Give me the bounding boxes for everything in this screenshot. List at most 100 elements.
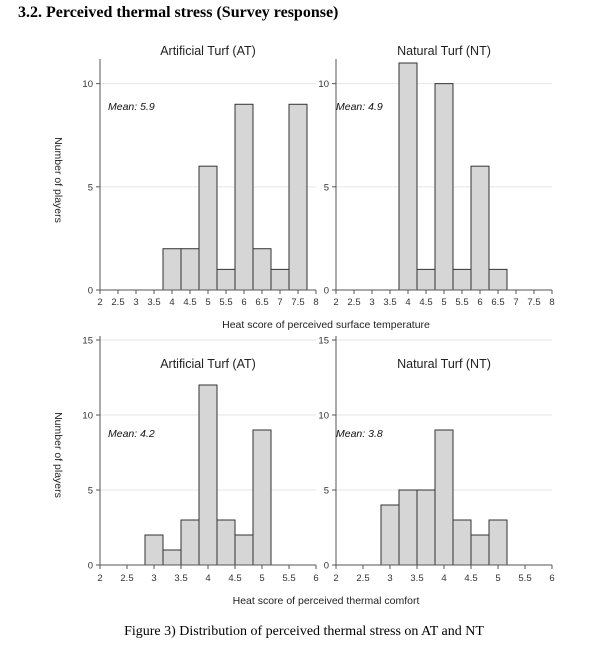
histogram-bar [198, 165, 218, 291]
histogram-bar [380, 504, 400, 566]
x-axis-label: Heat score of perceived surface temperat… [222, 319, 430, 331]
x-tick-label: 6 [549, 573, 554, 584]
x-tick-label: 3.5 [147, 297, 160, 308]
histogram-bar [452, 268, 472, 291]
y-tick-label: 5 [88, 182, 93, 193]
x-tick-label: 6.5 [491, 297, 504, 308]
y-tick-label: 5 [324, 486, 329, 497]
section-heading: 3.2. Perceived thermal stress (Survey re… [18, 4, 339, 21]
histogram-bar [452, 519, 472, 566]
histogram-bar [234, 103, 254, 291]
x-tick-label: 6 [313, 573, 318, 584]
histogram-bar [416, 268, 436, 291]
histogram-bar [488, 268, 508, 291]
y-tick-label: 10 [318, 79, 329, 90]
histogram-bar [234, 534, 254, 566]
x-tick-label: 5.5 [455, 297, 468, 308]
x-tick-label: 2 [333, 297, 338, 308]
y-axis-label: Number of players [52, 137, 64, 223]
panel-title: Natural Turf (NT) [397, 44, 491, 58]
x-tick-label: 3 [133, 297, 138, 308]
x-tick-label: 8 [313, 297, 318, 308]
y-tick-label: 0 [324, 286, 329, 297]
x-tick-label: 5 [495, 573, 500, 584]
x-tick-label: 6.5 [255, 297, 268, 308]
x-tick-label: 6 [477, 297, 482, 308]
y-tick-label: 15 [82, 336, 93, 347]
histogram-bar [180, 248, 200, 291]
histogram-bar [180, 519, 200, 566]
x-tick-label: 7.5 [291, 297, 304, 308]
x-tick-label: 5.5 [219, 297, 232, 308]
x-tick-label: 5 [205, 297, 210, 308]
histogram-bar [398, 489, 418, 566]
panel-title: Natural Turf (NT) [397, 357, 491, 371]
panel-title: Artificial Turf (AT) [160, 357, 256, 371]
mean-label: Mean: 4.2 [108, 428, 155, 440]
histogram-bar [144, 534, 164, 566]
x-tick-label: 3.5 [410, 573, 423, 584]
x-tick-label: 4 [169, 297, 174, 308]
histogram-bar [398, 62, 418, 291]
y-tick-label: 0 [88, 561, 93, 572]
histogram-bar [470, 534, 490, 566]
x-tick-label: 2 [97, 573, 102, 584]
histogram-bar [162, 248, 182, 291]
histogram-bar [434, 429, 454, 566]
y-tick-label: 10 [82, 79, 93, 90]
y-tick-label: 0 [324, 561, 329, 572]
x-tick-label: 7.5 [527, 297, 540, 308]
histogram-bar [488, 519, 508, 566]
histogram-bar [216, 268, 236, 291]
x-tick-label: 4.5 [419, 297, 432, 308]
histogram-bar [252, 429, 272, 566]
x-tick-label: 3.5 [174, 573, 187, 584]
x-tick-label: 2 [333, 573, 338, 584]
x-tick-label: 7 [277, 297, 282, 308]
x-tick-label: 4 [405, 297, 410, 308]
x-tick-label: 4.5 [228, 573, 241, 584]
histogram-bar [288, 103, 308, 291]
mean-label: Mean: 4.9 [336, 101, 383, 113]
y-tick-label: 5 [88, 486, 93, 497]
x-tick-label: 5.5 [518, 573, 531, 584]
x-tick-label: 7 [513, 297, 518, 308]
x-tick-label: 4 [205, 573, 210, 584]
histogram-bar [162, 549, 182, 566]
x-tick-label: 6 [241, 297, 246, 308]
x-tick-label: 2 [97, 297, 102, 308]
x-tick-label: 5 [441, 297, 446, 308]
x-tick-label: 2.5 [356, 573, 369, 584]
histogram-bar [252, 248, 272, 291]
x-tick-label: 5.5 [282, 573, 295, 584]
y-tick-label: 0 [88, 286, 93, 297]
x-tick-label: 2.5 [347, 297, 360, 308]
y-tick-label: 15 [318, 336, 329, 347]
histogram-bar [198, 384, 218, 566]
mean-label: Mean: 3.8 [336, 428, 383, 440]
histogram-bar [470, 165, 490, 291]
x-tick-label: 3 [151, 573, 156, 584]
x-tick-label: 5 [259, 573, 264, 584]
x-tick-label: 3 [387, 573, 392, 584]
histogram-bar [434, 83, 454, 291]
x-tick-label: 4.5 [464, 573, 477, 584]
x-tick-label: 2.5 [120, 573, 133, 584]
x-tick-label: 4 [441, 573, 446, 584]
histogram-bar [270, 268, 290, 291]
histogram-bar [216, 519, 236, 566]
panel-title: Artificial Turf (AT) [160, 44, 256, 58]
x-tick-label: 3 [369, 297, 374, 308]
y-axis-label: Number of players [52, 412, 64, 498]
y-tick-label: 5 [324, 182, 329, 193]
figure-caption: Figure 3) Distribution of perceived ther… [124, 624, 484, 639]
histogram-bar [416, 489, 436, 566]
x-tick-label: 2.5 [111, 297, 124, 308]
x-tick-label: 8 [549, 297, 554, 308]
y-tick-label: 10 [82, 411, 93, 422]
mean-label: Mean: 5.9 [108, 101, 155, 113]
x-tick-label: 3.5 [383, 297, 396, 308]
x-tick-label: 4.5 [183, 297, 196, 308]
x-axis-label: Heat score of perceived thermal comfort [233, 595, 420, 607]
